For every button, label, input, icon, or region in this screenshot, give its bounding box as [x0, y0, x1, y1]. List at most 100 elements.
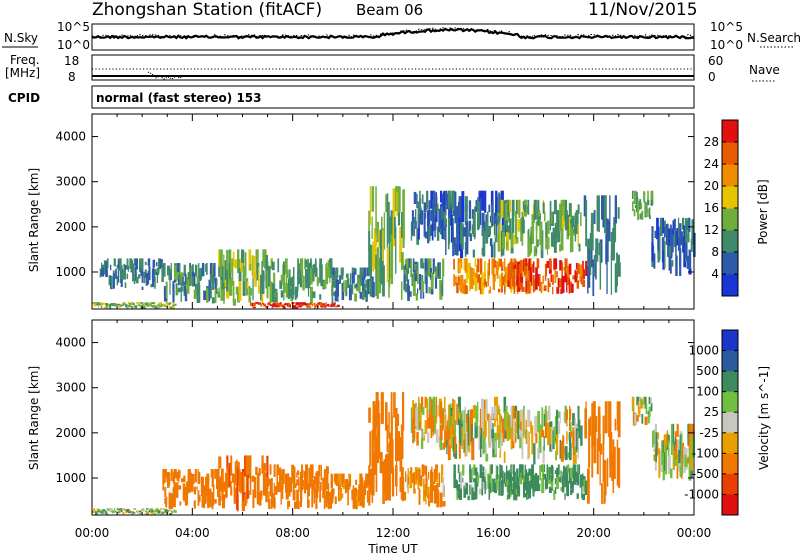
heatmap-cell: [132, 263, 135, 271]
heatmap-cell: [309, 479, 312, 487]
heatmap-cell: [665, 449, 668, 475]
heatmap-cell: [587, 266, 589, 294]
heatmap-cell: [106, 513, 109, 515]
heatmap-cell: [577, 405, 580, 419]
heatmap-cell: [297, 258, 299, 279]
heatmap-cell: [365, 476, 367, 487]
heatmap-cell: [299, 500, 302, 508]
heatmap-cell: [355, 479, 358, 485]
heatmap-cell: [272, 303, 275, 307]
heatmap-cell: [169, 302, 172, 304]
heatmap-cell: [205, 264, 207, 272]
heatmap-cell: [636, 396, 640, 406]
heatmap-cell: [433, 190, 436, 206]
heatmap-cell: [510, 258, 513, 269]
heatmap-cell: [469, 233, 472, 242]
heatmap-cell: [417, 201, 420, 228]
heatmap-cell: [443, 230, 446, 239]
heatmap-cell: [453, 399, 456, 430]
heatmap-cell: [226, 455, 229, 471]
heatmap-cell: [312, 264, 315, 282]
heatmap-cell: [237, 292, 241, 303]
heatmap-cell: [269, 304, 273, 306]
heatmap-cell: [464, 414, 468, 446]
heatmap-cell: [346, 278, 350, 288]
heatmap-cell: [307, 303, 310, 306]
heatmap-cell: [109, 303, 112, 306]
heatmap-cell: [432, 258, 435, 271]
heatmap-cell: [513, 264, 516, 269]
heatmap-cell: [245, 461, 248, 487]
heatmap-cell: [313, 476, 317, 485]
heatmap-cell: [266, 455, 269, 477]
heatmap-cell: [524, 204, 527, 212]
heatmap-cell: [231, 473, 234, 483]
heatmap-cell: [255, 466, 258, 475]
heatmap-cell: [512, 267, 516, 285]
colorbar-swatch: [722, 494, 738, 516]
heatmap-cell: [459, 262, 462, 273]
heatmap-cell: [123, 512, 125, 515]
xtick-label: 04:00: [175, 526, 210, 540]
heatmap-cell: [232, 280, 235, 303]
heatmap-cell: [424, 231, 428, 239]
cpid-box: [91, 85, 695, 109]
heatmap-cell: [564, 199, 567, 225]
heatmap-cell: [596, 438, 599, 475]
heatmap-cell: [539, 428, 542, 437]
heatmap-cell: [595, 416, 598, 432]
heatmap-cell: [421, 407, 425, 415]
heatmap-cell: [527, 484, 530, 495]
heatmap-cell: [173, 469, 177, 479]
heatmap-cell: [337, 481, 341, 496]
heatmap-cell: [430, 399, 434, 426]
heatmap-cell: [193, 501, 196, 506]
heatmap-cell: [483, 284, 485, 290]
heatmap-cell: [301, 258, 304, 277]
heatmap-cell: [498, 405, 500, 415]
heatmap-cell: [501, 480, 503, 496]
heatmap-cell: [529, 281, 532, 294]
heatmap-cell: [313, 302, 316, 306]
heatmap-cell: [272, 261, 275, 271]
heatmap-cell: [568, 203, 571, 222]
heatmap-cell: [196, 486, 198, 491]
colorbar-tick: 8: [711, 245, 719, 259]
heatmap-cell: [566, 279, 568, 293]
heatmap-cell: [203, 290, 206, 301]
heatmap-cell: [376, 392, 379, 420]
heatmap-cell: [436, 228, 440, 241]
heatmap-cell: [110, 508, 113, 511]
heatmap-cell: [596, 196, 599, 232]
heatmap-cell: [568, 469, 571, 484]
heatmap-cell: [576, 473, 579, 486]
heatmap-cell: [431, 466, 433, 478]
heatmap-cell: [473, 478, 476, 483]
heatmap-cell: [560, 222, 564, 251]
heatmap-cell: [485, 281, 487, 288]
heatmap-cell: [428, 407, 431, 414]
heatmap-cell: [512, 471, 516, 490]
heatmap-cell: [507, 417, 509, 428]
heatmap-cell: [489, 476, 492, 483]
heatmap-cell: [617, 401, 621, 438]
heatmap-cell: [580, 276, 583, 285]
heatmap-cell: [163, 286, 167, 302]
heatmap-cell: [533, 443, 536, 465]
heatmap-cell: [475, 200, 479, 212]
heatmap-cell: [419, 190, 421, 214]
heatmap-cell: [434, 226, 436, 238]
heatmap-cell: [307, 276, 311, 289]
heatmap-cell: [474, 206, 476, 240]
heatmap-cell: [138, 274, 141, 279]
heatmap-cell: [602, 443, 605, 483]
heatmap-cell: [273, 464, 276, 477]
heatmap-cell: [176, 263, 180, 273]
heatmap-cell: [97, 509, 101, 511]
heatmap-cell: [249, 288, 253, 296]
heatmap-cell: [548, 466, 551, 473]
heatmap-cell: [318, 302, 321, 305]
heatmap-cell: [229, 249, 231, 262]
heatmap-cell: [483, 399, 486, 412]
heatmap-cell: [474, 258, 477, 267]
